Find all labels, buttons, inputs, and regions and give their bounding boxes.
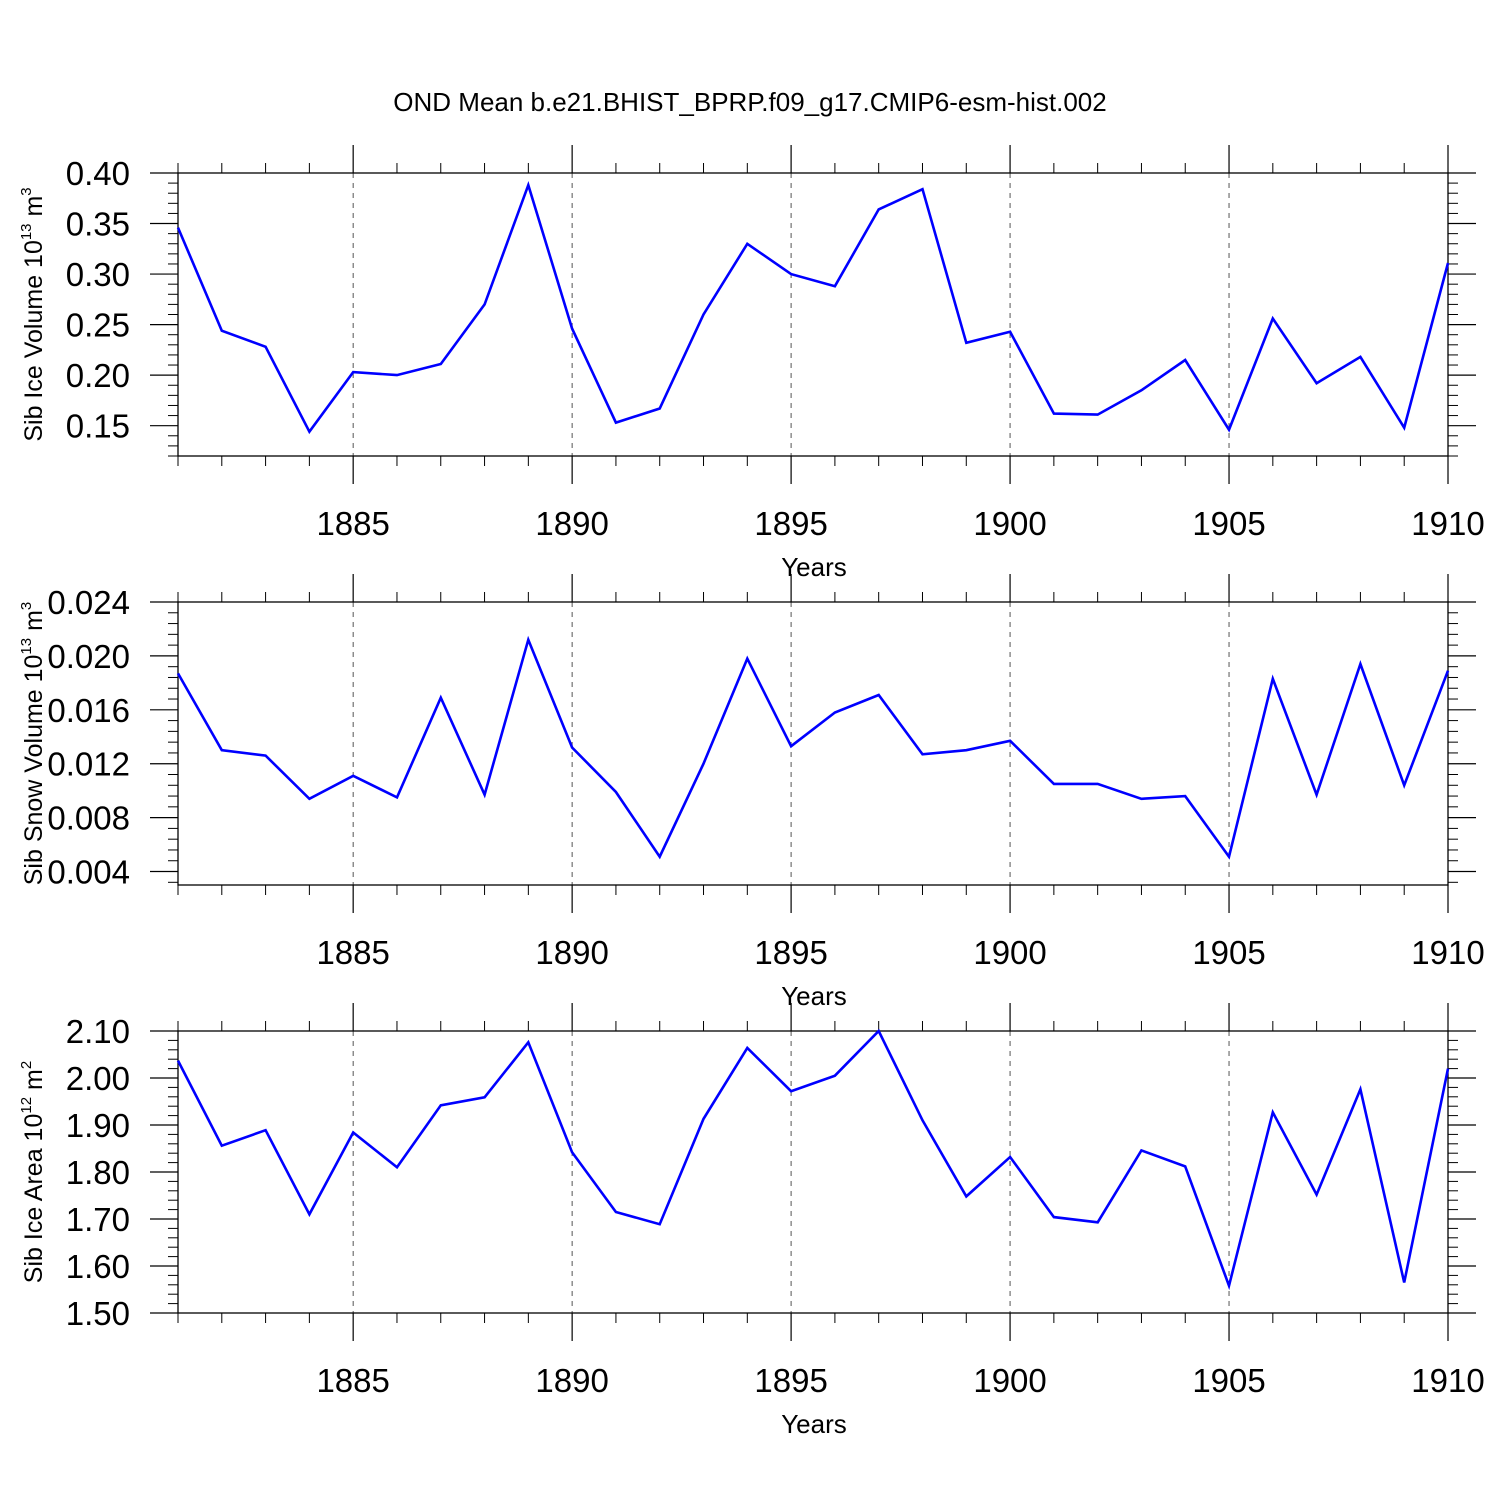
- y-axis-title-unit-exponent: 3: [18, 187, 35, 195]
- x-tick-label: 1900: [973, 934, 1046, 971]
- y-tick-label: 0.40: [66, 155, 130, 192]
- y-axis-title: Sib Snow Volume 1013 m3: [18, 602, 48, 886]
- y-axis-title-text: Sib Ice Volume 10: [20, 240, 48, 442]
- x-tick-label: 1910: [1411, 1362, 1484, 1399]
- y-axis-title-text: Sib Snow Volume 10: [20, 655, 48, 886]
- x-axis-title: Years: [781, 981, 847, 1011]
- x-tick-label: 1890: [535, 934, 608, 971]
- y-tick-label: 0.20: [66, 357, 130, 394]
- y-tick-label: 1.80: [66, 1154, 130, 1191]
- y-tick-label: 0.15: [66, 408, 130, 445]
- y-tick-label: 0.020: [47, 638, 130, 675]
- plot-frame: [177, 601, 1449, 886]
- y-tick-label: 1.60: [66, 1248, 130, 1285]
- x-tick-label: 1905: [1192, 934, 1265, 971]
- y-tick-label: 2.10: [66, 1013, 130, 1050]
- x-tick-label: 1900: [973, 1362, 1046, 1399]
- y-tick-label: 0.004: [47, 854, 130, 891]
- x-axis-title: Years: [781, 552, 847, 582]
- y-axis-title-unit: m: [20, 196, 48, 224]
- x-tick-label: 1895: [754, 934, 827, 971]
- y-tick-label: 1.70: [66, 1201, 130, 1238]
- y-tick-label: 0.35: [66, 206, 130, 243]
- x-tick-label: 1895: [754, 1362, 827, 1399]
- series-line: [176, 1028, 1450, 1291]
- x-tick-label: 1895: [754, 505, 827, 542]
- y-tick-label: 1.90: [66, 1107, 130, 1144]
- plot-frame: [177, 1030, 1449, 1314]
- x-tick-label: 1910: [1411, 934, 1484, 971]
- x-tick-label: 1905: [1192, 1362, 1265, 1399]
- y-axis-title-unit-exponent: 2: [18, 1061, 35, 1069]
- y-axis-title-exponent: 13: [18, 223, 35, 240]
- x-axis-title: Years: [781, 1409, 847, 1439]
- plot-frame: [177, 172, 1449, 457]
- x-tick-label: 1900: [973, 505, 1046, 542]
- x-tick-label: 1905: [1192, 505, 1265, 542]
- y-tick-label: 0.012: [47, 746, 130, 783]
- x-tick-label: 1885: [316, 1362, 389, 1399]
- x-tick-label: 1885: [316, 505, 389, 542]
- y-axis-title-unit: m: [20, 1069, 48, 1097]
- x-tick-label: 1910: [1411, 505, 1484, 542]
- x-tick-label: 1885: [316, 934, 389, 971]
- x-tick-label: 1890: [535, 505, 608, 542]
- chart-panel-3: 1885 1890 1895 1900 1905 1910 1.50 1.60 1.70 1.80…: [18, 1003, 1485, 1439]
- y-tick-label: 0.30: [66, 256, 130, 293]
- y-tick-label: 0.25: [66, 307, 130, 344]
- y-axis-title: Sib Ice Area 1012 m2: [18, 1061, 48, 1283]
- y-axis-title-exponent: 12: [18, 1097, 35, 1114]
- chart-title: OND Mean b.e21.BHIST_BPRP.f09_g17.CMIP6-…: [393, 87, 1106, 117]
- y-tick-label: 1.50: [66, 1295, 130, 1332]
- y-axis-title-unit-exponent: 3: [18, 602, 35, 610]
- chart-panel-2: 1885 1890 1895 1900 1905 1910 0.004 0.008 0.012 0…: [18, 574, 1485, 1011]
- y-tick-label: 0.008: [47, 800, 130, 837]
- y-axis-title-exponent: 13: [18, 638, 35, 655]
- chart-panel-1: 1885 1890 1895 1900 1905 1910 0.15 0.20 0.25 0.30…: [18, 145, 1485, 582]
- y-axis-title-text: Sib Ice Area 10: [20, 1114, 48, 1284]
- series-line: [176, 635, 1450, 860]
- y-tick-label: 0.024: [47, 584, 130, 621]
- x-tick-label: 1890: [535, 1362, 608, 1399]
- y-tick-label: 2.00: [66, 1060, 130, 1097]
- y-tick-label: 0.016: [47, 692, 130, 729]
- series-line: [176, 181, 1450, 435]
- y-axis-title-unit: m: [20, 610, 48, 638]
- y-axis-title: Sib Ice Volume 1013 m3: [18, 187, 48, 441]
